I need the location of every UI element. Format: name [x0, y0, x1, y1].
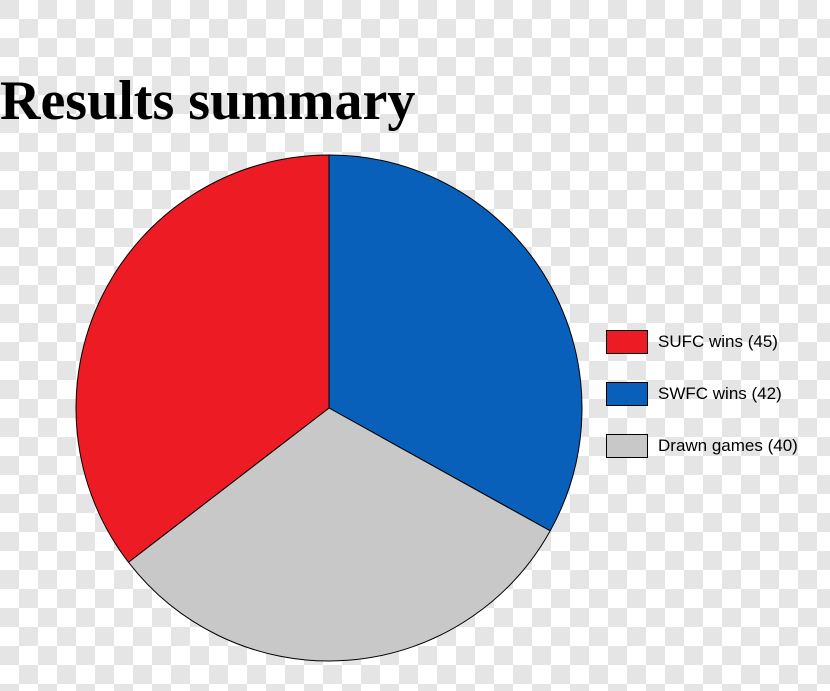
- chart-title: Results summary: [0, 72, 415, 131]
- legend-item-drawn: Drawn games (40): [606, 434, 798, 458]
- legend-item-swfc: SWFC wins (42): [606, 382, 798, 406]
- legend-label-drawn: Drawn games (40): [658, 436, 798, 456]
- legend-swatch-sufc: [606, 330, 648, 354]
- legend-label-sufc: SUFC wins (45): [658, 332, 778, 352]
- legend-item-sufc: SUFC wins (45): [606, 330, 798, 354]
- legend-swatch-drawn: [606, 434, 648, 458]
- legend-swatch-swfc: [606, 382, 648, 406]
- chart-stage: Results summary SUFC wins (45) SWFC wins …: [0, 0, 830, 691]
- pie-svg: [74, 153, 584, 663]
- pie-chart: [74, 153, 584, 668]
- legend: SUFC wins (45) SWFC wins (42) Drawn games …: [606, 330, 798, 458]
- legend-label-swfc: SWFC wins (42): [658, 384, 782, 404]
